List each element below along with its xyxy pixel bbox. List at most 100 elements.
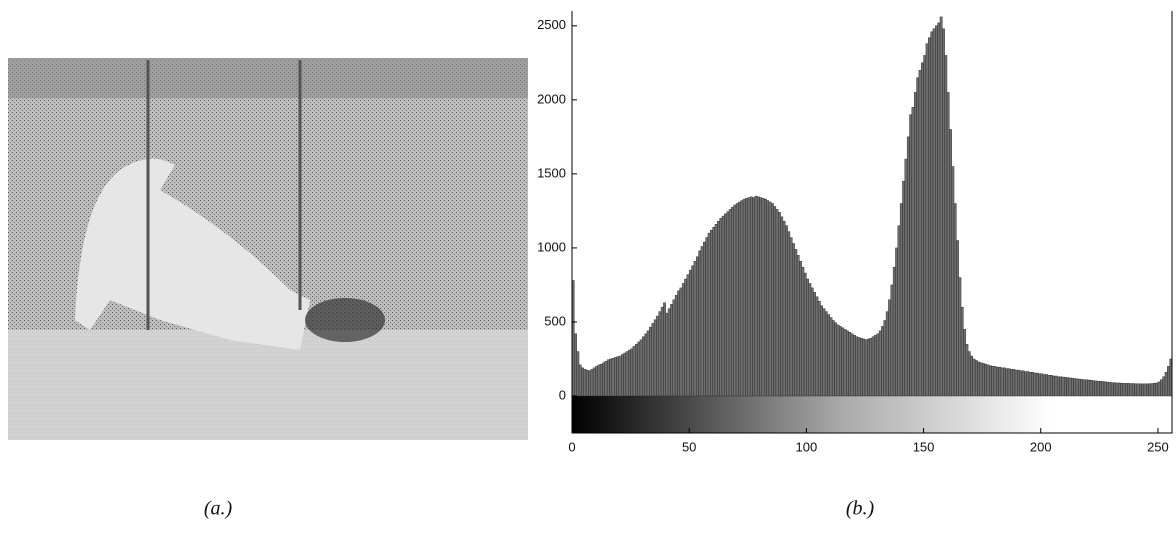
bar: [988, 365, 992, 397]
bar: [763, 198, 767, 397]
bar: [1106, 381, 1109, 397]
bar: [923, 55, 927, 397]
bar: [1033, 372, 1037, 397]
bar: [874, 335, 877, 397]
bar: [712, 226, 716, 397]
bar: [885, 311, 889, 397]
bar: [871, 336, 875, 397]
bar: [1052, 375, 1056, 397]
bar: [742, 198, 746, 397]
bar: [909, 114, 913, 397]
bar: [831, 320, 835, 397]
bar: [787, 231, 791, 397]
bar: [703, 241, 706, 397]
bar: [1157, 381, 1161, 397]
bar: [869, 338, 873, 397]
bar: [1010, 369, 1013, 397]
bar: [1014, 369, 1018, 397]
bar: [1047, 375, 1051, 397]
bar: [653, 319, 657, 397]
gray-scale-bar: [572, 395, 1172, 433]
bar: [1059, 376, 1063, 397]
bar: [803, 272, 807, 397]
bar: [1089, 380, 1093, 397]
bar: [724, 213, 727, 397]
bar: [911, 107, 915, 397]
bar: [1138, 383, 1142, 397]
bar: [1141, 383, 1145, 397]
bar: [754, 195, 758, 397]
bar: [635, 343, 638, 397]
bar: [827, 314, 831, 397]
bar: [921, 62, 924, 397]
bar: [1005, 368, 1009, 397]
bar: [881, 326, 884, 397]
bar: [838, 326, 842, 397]
bar: [740, 200, 744, 397]
bar: [686, 274, 690, 397]
axis-frame: [571, 11, 1173, 434]
bar: [946, 92, 950, 397]
bar: [613, 357, 617, 397]
bar: [1110, 382, 1114, 397]
bar: [637, 341, 641, 397]
bar: [822, 308, 826, 397]
bar: [665, 312, 669, 397]
bar: [991, 366, 995, 397]
bar: [667, 308, 671, 397]
bar: [860, 338, 863, 397]
bar: [836, 324, 840, 397]
bar: [674, 295, 678, 397]
bar: [843, 329, 847, 397]
x-tick-label: 150: [913, 439, 935, 454]
bar: [932, 28, 936, 397]
bar: [984, 363, 988, 397]
bar: [916, 77, 920, 397]
bar: [1099, 380, 1102, 397]
bar: [794, 249, 798, 397]
bar: [623, 352, 627, 397]
bar: [1038, 373, 1041, 397]
bar: [698, 250, 702, 397]
bar: [1148, 383, 1152, 397]
bar: [977, 361, 981, 397]
bar: [1080, 379, 1084, 397]
bar: [738, 201, 741, 397]
bar: [848, 332, 852, 397]
bar: [585, 369, 589, 397]
bar: [616, 356, 620, 397]
bar: [780, 216, 784, 397]
bar: [576, 351, 580, 397]
bar: [1153, 383, 1156, 397]
bar: [1054, 375, 1058, 397]
bar: [846, 330, 849, 397]
bar: [1031, 372, 1034, 397]
bar: [588, 370, 591, 397]
bar: [660, 306, 664, 397]
bar: [761, 198, 765, 397]
bar: [876, 333, 880, 397]
x-tick-label: 0: [568, 439, 575, 454]
bar: [672, 299, 676, 397]
bar: [618, 355, 622, 397]
y-tick-label: 1500: [537, 165, 566, 180]
bar: [935, 25, 938, 397]
bar: [834, 322, 838, 397]
bar: [1092, 380, 1095, 397]
bar: [1143, 383, 1147, 397]
bar: [696, 256, 699, 397]
bar: [1103, 381, 1107, 397]
bar: [663, 302, 666, 397]
bar: [1024, 371, 1027, 397]
bar: [705, 237, 709, 397]
x-tick-label: 100: [796, 439, 818, 454]
bar: [883, 320, 887, 397]
bar: [707, 232, 711, 397]
bar: [1167, 366, 1170, 397]
bar: [656, 315, 659, 397]
bar: [625, 351, 629, 397]
bar: [963, 329, 966, 397]
bar: [752, 197, 756, 397]
bar: [735, 203, 739, 397]
